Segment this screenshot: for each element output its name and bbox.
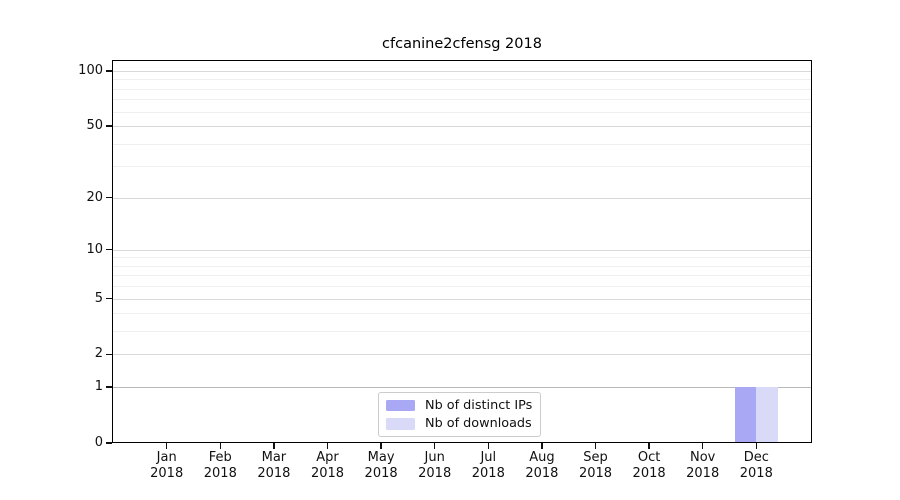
y-axis-tick-label: 10	[86, 241, 103, 257]
gridline-major	[112, 197, 812, 199]
gridline-minor	[112, 331, 812, 333]
legend-entry: Nb of downloads	[386, 416, 532, 433]
gridline-major	[112, 354, 812, 356]
legend: Nb of distinct IPs Nb of downloads	[378, 392, 542, 437]
x-axis-tick-mark	[380, 443, 382, 449]
x-axis-tick-mark	[594, 443, 597, 449]
x-axis-tick-label: Apr 2018	[310, 450, 345, 481]
x-axis-tick-mark	[487, 443, 490, 449]
x-axis-tick-mark	[165, 443, 168, 449]
gridline-minor	[112, 275, 812, 277]
y-axis-tick-mark	[105, 386, 112, 388]
legend-entry: Nb of distinct IPs	[386, 397, 532, 414]
y-axis-tick-label: 1	[94, 379, 103, 395]
y-axis-tick-mark	[105, 297, 112, 300]
y-axis-tick-mark	[105, 70, 112, 72]
plot-area	[112, 60, 812, 443]
x-axis-tick-label: Dec 2018	[739, 450, 773, 481]
legend-swatch-distinct-ips	[386, 399, 415, 411]
gridline-major	[112, 249, 812, 251]
gridline-major	[112, 71, 812, 72]
gridline-minor	[112, 88, 812, 90]
y-axis-tick-label: 0	[94, 435, 103, 450]
x-axis-tick-mark	[541, 443, 543, 449]
gridline-minor	[112, 99, 812, 101]
gridline-minor	[112, 265, 812, 267]
y-axis-tick-label: 100	[78, 63, 103, 78]
gridline-minor	[112, 79, 812, 81]
gridline-minor	[112, 257, 812, 259]
x-axis-tick-mark	[648, 443, 650, 449]
bar-downloads	[756, 387, 778, 443]
chart-title: cfcanine2cfensg 2018	[382, 36, 542, 52]
y-axis-tick-mark	[105, 442, 112, 444]
x-axis-tick-label: Feb 2018	[203, 450, 237, 481]
x-axis-tick-mark	[701, 443, 704, 449]
legend-swatch-downloads	[386, 418, 415, 430]
x-axis-tick-mark	[273, 443, 275, 449]
x-axis-tick-mark	[755, 443, 758, 449]
x-axis-tick-label: Mar 2018	[257, 450, 291, 481]
x-axis-tick-label: Sep 2018	[578, 450, 613, 481]
x-axis-tick-label: Jul 2018	[471, 450, 505, 481]
x-axis-tick-label: Nov 2018	[686, 450, 720, 481]
y-axis-tick-label: 20	[86, 189, 103, 205]
y-axis-tick-label: 50	[86, 118, 103, 134]
gridline-major	[112, 126, 812, 128]
x-axis-tick-label: Aug 2018	[525, 450, 559, 481]
x-axis-tick-mark	[326, 443, 329, 449]
gridline-minor	[112, 143, 812, 145]
y-axis-tick-mark	[105, 248, 112, 251]
gridline-minor	[112, 313, 812, 315]
legend-label: Nb of distinct IPs	[425, 397, 533, 413]
x-axis-tick-mark	[433, 443, 436, 449]
y-axis-tick-label: 5	[94, 290, 103, 306]
y-axis-tick-mark	[105, 125, 112, 127]
x-axis-tick-label: Oct 2018	[632, 450, 666, 481]
legend-label: Nb of downloads	[425, 416, 532, 432]
y-axis-tick-mark	[105, 353, 112, 356]
x-axis-tick-mark	[219, 443, 222, 449]
y-axis-tick-label: 2	[94, 346, 103, 362]
gridline-major	[112, 298, 812, 300]
gridline-minor	[112, 166, 812, 168]
x-axis-tick-label: Jan 2018	[150, 450, 184, 481]
x-axis-tick-label: Jun 2018	[418, 450, 452, 481]
gridline-major	[112, 387, 812, 389]
gridline-minor	[112, 111, 812, 113]
gridline-minor	[112, 286, 812, 288]
y-axis-tick-mark	[105, 196, 112, 199]
bar-distinct-ips	[734, 387, 757, 443]
x-axis-tick-label: May 2018	[364, 450, 398, 481]
